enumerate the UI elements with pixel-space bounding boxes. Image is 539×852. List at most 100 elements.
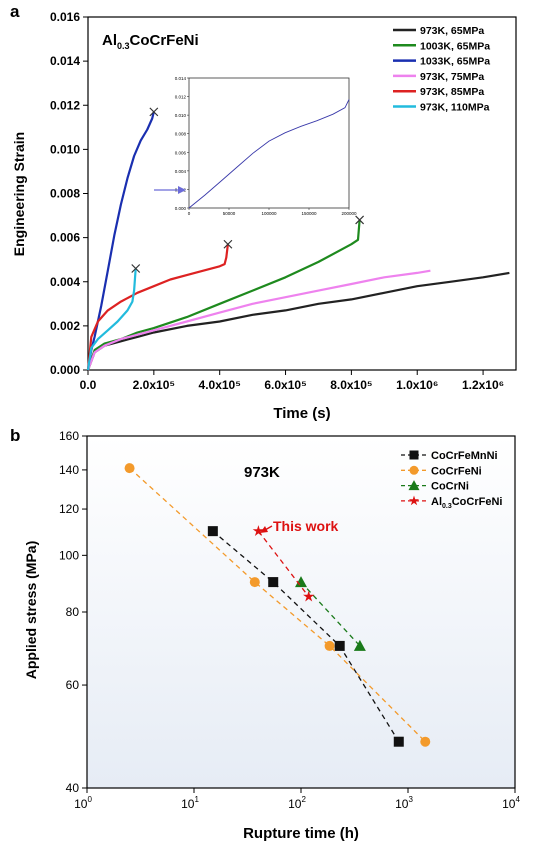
data-point-star (252, 525, 265, 536)
panel-b-label: b (10, 426, 20, 445)
rupture-marker (131, 264, 141, 273)
data-point-star (303, 590, 315, 602)
series-line (129, 467, 426, 743)
annotation-arrow (260, 525, 273, 533)
data-point-circle (324, 640, 335, 651)
panel-b-series (124, 463, 431, 747)
series-line (86, 219, 361, 371)
y-tick-label: 160 (59, 429, 79, 443)
panel-b-ticks: 40 60 80 100 120 140 160 100 101 102 103 104 (59, 429, 520, 811)
y-tick-label: 0.006 (50, 231, 80, 245)
x-tick-label: 1.0x10⁶ (396, 378, 438, 392)
x-tick-label: 0.0 (80, 378, 97, 392)
x-tick-label: 102 (288, 795, 306, 811)
series-line (257, 530, 310, 597)
legend-label: 973K, 65MPa (420, 25, 484, 37)
legend-label: 1003K, 65MPa (420, 40, 490, 52)
data-point-square (207, 526, 218, 537)
panel-b: b 40 60 80 100 120 140 160 100 101 102 103 104 973K… (10, 426, 520, 842)
series-line (86, 244, 229, 371)
panel-a-label: a (10, 2, 20, 21)
rupture-marker (223, 239, 233, 249)
panel-a-title-rest: CoCrFeNi (130, 32, 199, 49)
legend-label: CoCrFeMnNi (431, 450, 498, 462)
inset-blank-patch (228, 82, 288, 100)
series-line (300, 581, 361, 647)
inset-y-tick-label: 0.000 (175, 206, 187, 211)
panel-a-title-sub: 0.3 (117, 41, 130, 51)
data-point-triangle (353, 639, 366, 651)
series-line (86, 268, 137, 371)
inset-y-tick-label: 0.006 (175, 150, 187, 155)
legend-label: Al0.3CoCrFeNi (431, 496, 502, 510)
y-tick-label: 40 (66, 781, 80, 795)
x-tick-label: 6.0x10⁵ (264, 378, 306, 392)
x-tick-label: 100 (74, 795, 92, 811)
data-point-square (393, 736, 404, 747)
data-point-square (334, 640, 345, 651)
x-tick-label: 8.0x10⁵ (330, 378, 372, 392)
legend-label: 973K, 110MPa (420, 102, 490, 114)
y-tick-label: 0.010 (50, 142, 80, 156)
panel-a-ylabel: Engineering Strain (11, 132, 27, 256)
y-tick-label: 0.014 (50, 54, 80, 68)
legend-label: 1033K, 65MPa (420, 56, 490, 68)
y-tick-label: 120 (59, 502, 79, 516)
panel-a: a 0.0000.0020.0040.0060.0080.0100.0120.0… (10, 2, 517, 422)
legend-label: 973K, 85MPa (420, 86, 484, 98)
y-tick-label: 80 (66, 605, 80, 619)
y-tick-label: 0.016 (50, 10, 80, 24)
panel-b-xlabel: Rupture time (h) (243, 825, 359, 842)
inset-x-tick-label: 200000 (341, 211, 357, 216)
data-point-square (409, 450, 419, 460)
data-point-circle (420, 736, 431, 747)
inset-arrow (154, 186, 186, 194)
panel-a-xlabel: Time (s) (273, 405, 330, 422)
legend-label: CoCrFeNi (431, 465, 482, 477)
data-point-triangle (295, 576, 307, 588)
inset-x-tick-label: 150000 (301, 211, 317, 216)
panel-a-legend: 973K, 65MPa 1003K, 65MPa 1033K, 65MPa 973K,… (393, 25, 490, 114)
y-tick-label: 60 (66, 678, 80, 692)
inset-y-tick-label: 0.004 (175, 169, 187, 174)
x-tick-label: 2.0x10⁵ (133, 378, 175, 392)
x-tick-label: 4.0x10⁵ (199, 378, 241, 392)
inset-x-tick-label: 100000 (261, 211, 277, 216)
inset-series-line (188, 99, 350, 209)
panel-b-ylabel: Applied stress (MPa) (23, 541, 39, 679)
rupture-marker (355, 215, 365, 225)
series-line (212, 530, 400, 743)
y-tick-label: 140 (59, 463, 79, 477)
inset-x-tick-label: 0 (188, 211, 191, 216)
data-point-circle (409, 465, 419, 475)
panel-b-legend: CoCrFeMnNi CoCrFeNi CoCrNi Al0.3CoCrFeNi (401, 450, 502, 510)
series-line (86, 111, 155, 371)
panel-b-annotation: This work (273, 518, 339, 534)
data-point-circle (249, 577, 260, 588)
y-tick-label: 0.002 (50, 319, 80, 333)
inset-y-tick-label: 0.010 (175, 113, 187, 118)
x-tick-label: 101 (181, 795, 199, 811)
inset-x-tick-label: 50000 (223, 211, 236, 216)
inset-y-tick-label: 0.012 (175, 95, 187, 100)
x-tick-label: 103 (395, 795, 413, 811)
series-line (86, 271, 510, 371)
panel-a-title: Al0.3CoCrFeNi (102, 32, 199, 51)
data-point-circle (124, 463, 135, 474)
y-tick-label: 0.012 (50, 98, 80, 112)
panel-a-title-main: Al (102, 32, 117, 49)
data-point-triangle (408, 480, 420, 491)
y-tick-label: 0.004 (50, 275, 80, 289)
panel-b-title: 973K (244, 464, 280, 481)
legend-label: CoCrNi (431, 481, 469, 493)
inset-y-tick-label: 0.008 (175, 132, 187, 137)
x-tick-label: 104 (502, 795, 520, 811)
rupture-marker (149, 107, 159, 117)
panel-a-ticks: 0.000 0.002 0.004 0.006 0.008 0.010 0.012 0.014… (50, 10, 504, 392)
legend-label: 973K, 75MPa (420, 71, 484, 83)
panel-a-series-lines (86, 107, 510, 371)
y-tick-label: 100 (59, 548, 79, 562)
y-tick-label: 0.000 (50, 363, 80, 377)
series-line (86, 269, 431, 371)
